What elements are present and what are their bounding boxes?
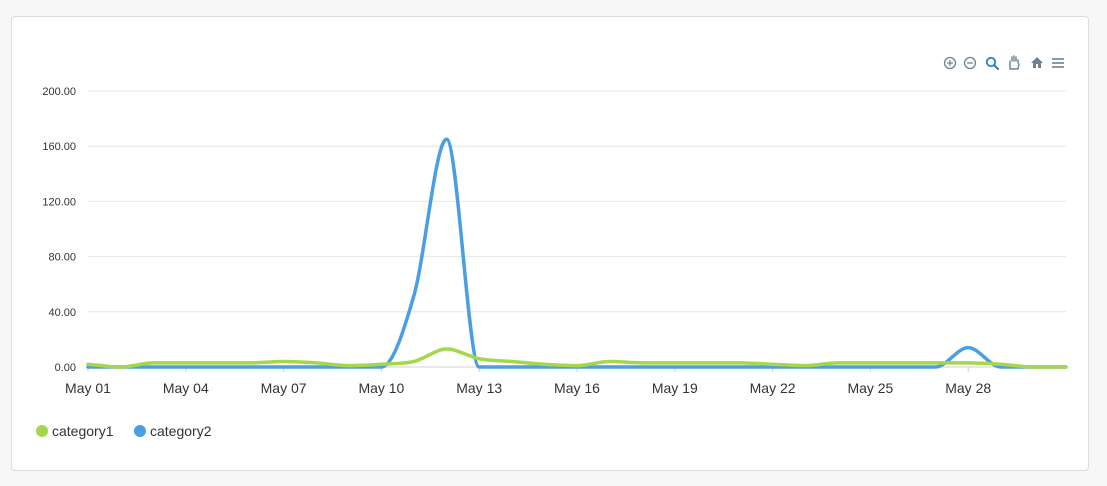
- x-tick-label: May 19: [652, 380, 698, 396]
- grid: [88, 90, 1066, 368]
- legend-marker: [36, 425, 48, 437]
- series-line-category1: [86, 347, 1068, 369]
- x-tick-label: May 07: [261, 380, 307, 396]
- zoom-out-icon[interactable]: [962, 55, 978, 71]
- y-tick-label: 40.00: [48, 307, 76, 319]
- legend-label: category1: [52, 423, 114, 439]
- selection-zoom-icon[interactable]: [984, 55, 1000, 71]
- y-tick-label: 120.00: [42, 196, 76, 208]
- y-tick-label: 160.00: [42, 141, 76, 153]
- legend-item-category1[interactable]: category1: [36, 423, 114, 439]
- series-line-category2: [86, 137, 1068, 369]
- legend-label: category2: [150, 423, 212, 439]
- x-tick-label: May 22: [750, 380, 796, 396]
- x-tick-label: May 16: [554, 380, 600, 396]
- y-tick-label: 200.00: [42, 86, 76, 98]
- x-tick-label: May 10: [358, 380, 404, 396]
- chart-legend: category1 category2: [36, 423, 212, 439]
- zoom-in-icon[interactable]: [942, 55, 958, 71]
- menu-icon[interactable]: [1050, 55, 1066, 71]
- x-tick-label: May 25: [847, 380, 893, 396]
- series-lines: [86, 137, 1068, 369]
- x-tick-label: May 13: [456, 380, 502, 396]
- x-tick-label: May 01: [65, 380, 111, 396]
- x-tick-label: May 04: [163, 380, 209, 396]
- x-tick-label: May 28: [945, 380, 991, 396]
- chart-toolbar: [942, 55, 1066, 71]
- x-axis: May 01 May 04 May 07 May 10 May 13 May 16 May …: [65, 366, 1066, 396]
- legend-item-category2[interactable]: category2: [134, 423, 212, 439]
- y-tick-label: 0.00: [55, 362, 76, 374]
- y-axis: 0.00 40.00 80.00 120.00 160.00 200.00: [42, 86, 76, 374]
- legend-marker: [134, 425, 146, 437]
- reset-home-icon[interactable]: [1029, 55, 1045, 71]
- chart-card: 0.00 40.00 80.00 120.00 160.00 200.00 May 01 M…: [11, 16, 1089, 471]
- y-tick-label: 80.00: [48, 252, 76, 264]
- pan-hand-icon[interactable]: [1006, 55, 1022, 71]
